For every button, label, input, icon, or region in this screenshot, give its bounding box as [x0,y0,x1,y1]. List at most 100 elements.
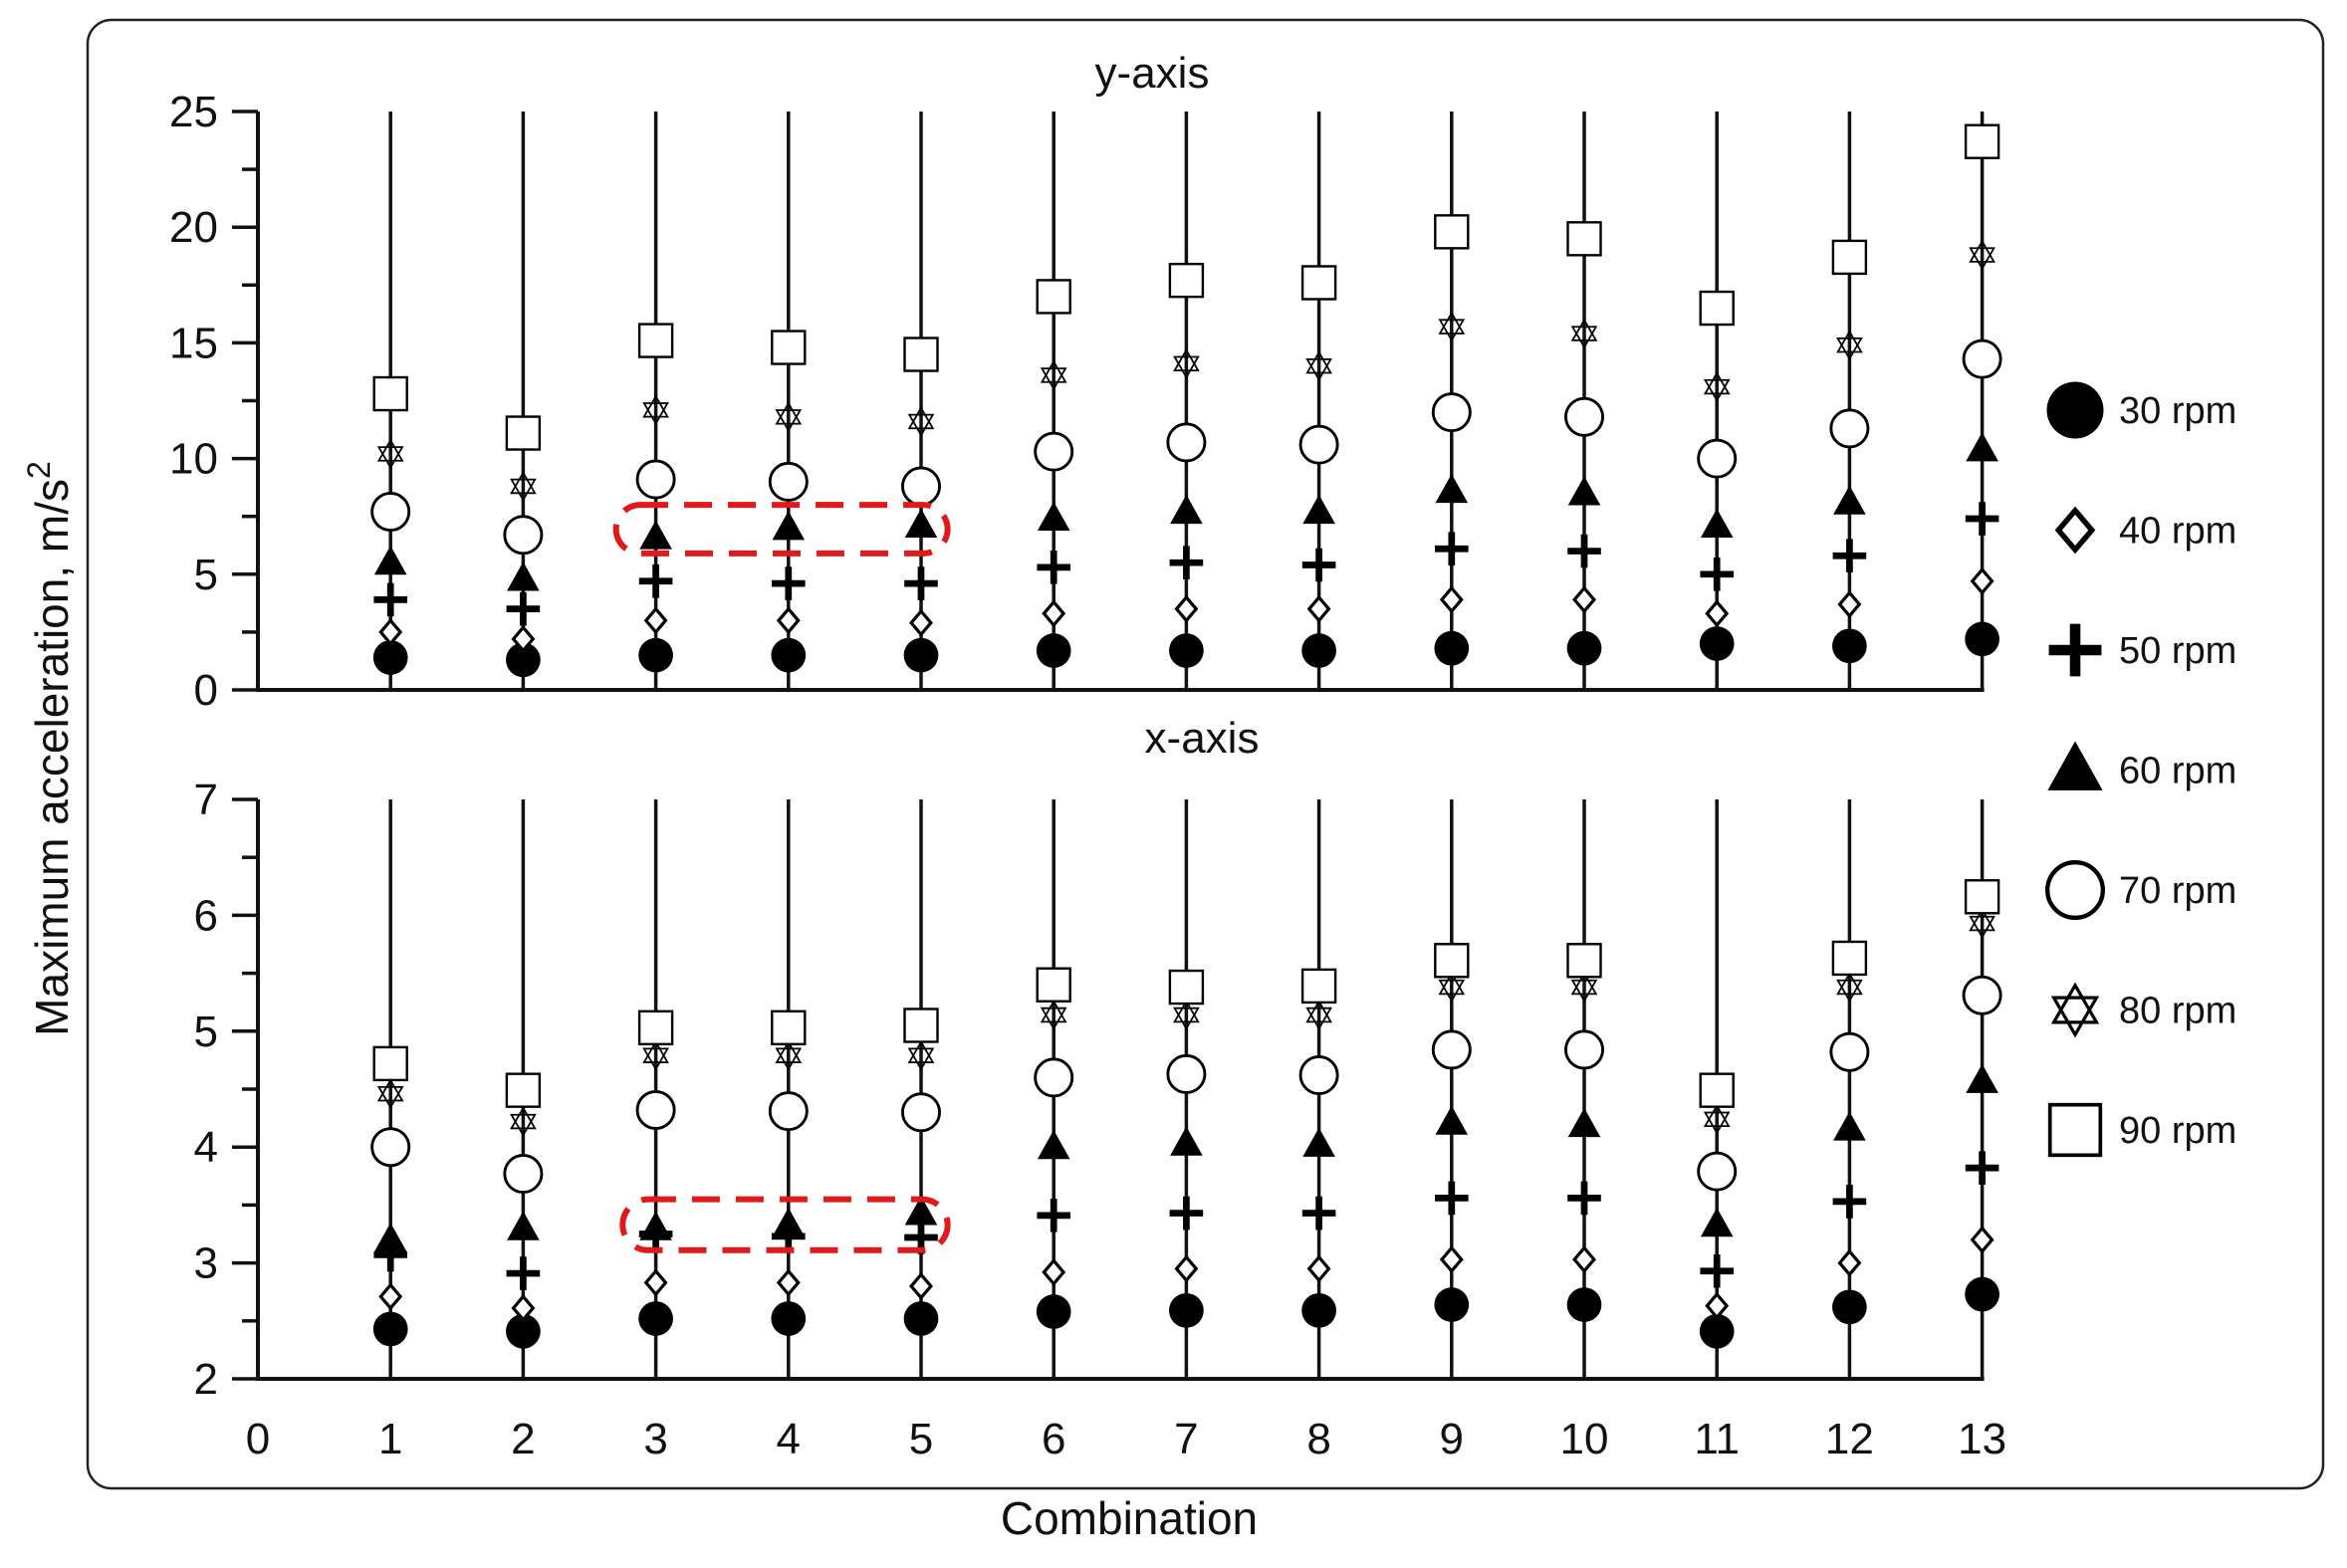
x-tick-label: 12 [1825,1415,1874,1463]
data-point [1301,1292,1336,1328]
data-point [776,1268,801,1297]
data-point [505,415,542,451]
data-point [1831,940,1868,977]
data-point [771,1009,807,1046]
data-point [1970,566,1995,595]
x-tick-label: 13 [1958,1415,2006,1463]
highlight-region [619,1196,951,1253]
data-point [376,1078,404,1110]
data-point [511,624,536,653]
y-tick-label: 15 [169,319,218,367]
data-point [505,1072,542,1108]
data-point [1438,972,1466,1003]
data-point [1174,1254,1199,1283]
data-point [1966,432,1998,462]
y-tick-label: 4 [194,1123,218,1172]
data-point [373,582,407,617]
data-point [1298,1055,1339,1096]
data-point [1699,1072,1735,1108]
x-tick-label: 10 [1560,1415,1609,1463]
data-point [1435,473,1469,504]
data-point [378,1282,403,1311]
legend-label: 90 rpm [2119,1110,2236,1152]
data-point [1567,1181,1601,1216]
data-point [1699,290,1735,327]
data-point [507,1211,540,1240]
data-point [1036,967,1071,1003]
data-point [768,461,809,502]
data-point [1302,1127,1335,1157]
data-point [903,336,939,372]
data-point [1306,594,1331,623]
panel-title-top: y-axis [1095,49,1210,98]
series-70-rpm [370,975,2002,1194]
data-point [511,1293,536,1323]
data-point [1169,1292,1204,1328]
data-point [1169,546,1204,579]
series-30-rpm [372,621,1999,678]
legend-marker [2048,623,2102,677]
series-80-rpm [376,239,1995,502]
data-point [506,1256,541,1290]
data-point [1435,1181,1469,1216]
data-point [1037,501,1070,532]
y-axis-title-text: Maximum acceleration, m/s [26,479,78,1036]
data-point [1572,1245,1596,1274]
data-point [775,401,803,433]
data-point [1832,1289,1867,1325]
data-point [1431,1029,1472,1070]
series-90-rpm [372,879,2000,1108]
data-point [1837,1248,1862,1277]
data-point [1833,1111,1866,1141]
data-point [1563,1029,1604,1070]
data-point [1302,494,1335,525]
data-point [1037,1199,1070,1232]
data-point [1832,1185,1867,1219]
data-point [901,466,942,507]
data-point [510,471,537,502]
data-point [1040,1000,1067,1030]
y-axis-panel: 0 5 10 15 20 25 [169,88,2002,715]
x-tick-labels: 0 1 2 3 4 5 6 7 8 9 10 11 12 13 [246,1415,2006,1463]
data-point [1305,1000,1332,1030]
legend-label: 60 rpm [2119,751,2236,792]
data-point [1173,347,1200,379]
data-point [510,1106,537,1137]
data-point [372,375,408,412]
data-point [376,438,404,470]
data-point [1169,1196,1204,1231]
series-30-rpm [372,1276,1999,1349]
data-point [1305,350,1332,382]
data-point [1298,424,1339,465]
data-point [1036,633,1071,668]
data-point [639,520,672,550]
data-point [1566,221,1602,257]
x-tick-label: 5 [909,1415,933,1463]
data-point [1300,265,1337,301]
data-point [1962,338,2002,379]
data-point [903,1008,939,1043]
data-point [1699,626,1735,661]
data-point [643,606,668,635]
series-40-rpm [378,1226,1995,1323]
legend-marker [2044,859,2105,920]
data-point [768,1091,809,1132]
y-tick-label: 7 [194,776,218,824]
data-point [642,394,669,426]
data-point [373,546,407,575]
data-point [638,1301,673,1336]
data-point [1042,1257,1066,1286]
data-point [907,406,935,437]
data-point [1567,1107,1601,1138]
data-point [378,617,403,646]
series-60-rpm [373,432,1998,591]
panel-title-bottom: x-axis [1145,714,1260,763]
data-point [1969,908,1995,939]
data-point [1034,1057,1074,1098]
data-point [1166,1053,1207,1094]
data-point [638,563,673,598]
data-point [1566,1287,1602,1322]
data-point [506,591,541,626]
data-point [1169,633,1204,668]
x-tick-label: 8 [1306,1415,1330,1463]
